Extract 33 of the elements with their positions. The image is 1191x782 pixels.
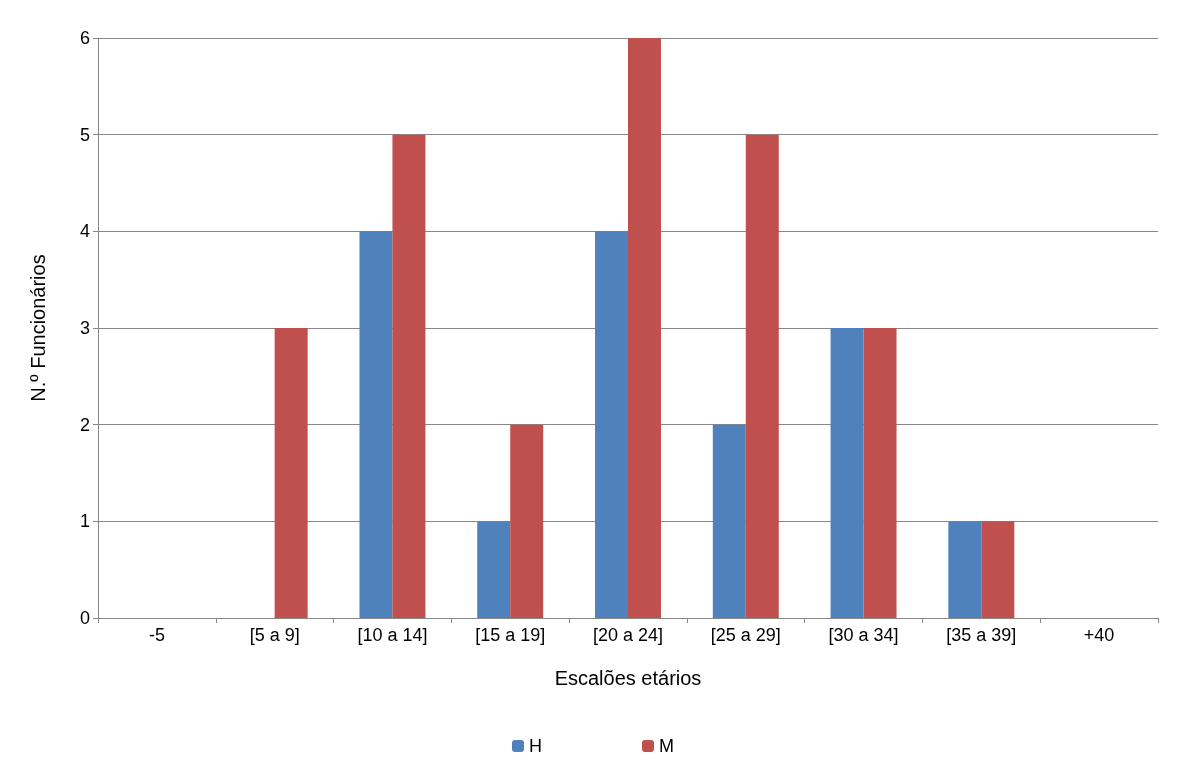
- bar: [712, 424, 746, 618]
- y-tick-label: 5: [79, 124, 90, 145]
- y-tick-label: 0: [79, 608, 90, 628]
- bar: [628, 38, 661, 618]
- bar: [477, 521, 511, 618]
- bar: [595, 231, 628, 618]
- bar: [981, 521, 1015, 618]
- bar: [274, 328, 308, 618]
- bar: [948, 521, 982, 618]
- y-tick-label: 6: [79, 28, 90, 48]
- y-axis-title: N.º Funcionários: [27, 254, 49, 402]
- bar: [830, 328, 864, 618]
- x-tick-label: [15 a 19]: [475, 625, 546, 645]
- x-tick-label: [20 a 24]: [592, 625, 664, 645]
- bar: [745, 134, 779, 618]
- legend-label: M: [659, 736, 674, 756]
- y-tick-label: 3: [79, 318, 90, 338]
- x-tick-label: [35 a 39]: [946, 625, 1017, 645]
- bar: [863, 328, 897, 618]
- bar: [359, 231, 393, 618]
- x-tick-label: [25 a 29]: [710, 625, 781, 645]
- y-tick-label: 1: [79, 511, 90, 532]
- bar: [392, 134, 426, 618]
- y-tick-label: 4: [79, 221, 90, 242]
- bar: [510, 424, 544, 618]
- y-tick-label: 2: [79, 414, 90, 435]
- x-tick-label: [5 a 9]: [249, 625, 300, 645]
- x-tick-label: [10 a 14]: [357, 625, 428, 645]
- x-tick-label: -5: [148, 625, 165, 645]
- x-tick-label: +40: [1083, 625, 1115, 645]
- x-tick-label: [30 a 34]: [828, 625, 899, 645]
- legend-label: H: [529, 736, 542, 756]
- x-axis-title: Escalões etários: [554, 667, 702, 689]
